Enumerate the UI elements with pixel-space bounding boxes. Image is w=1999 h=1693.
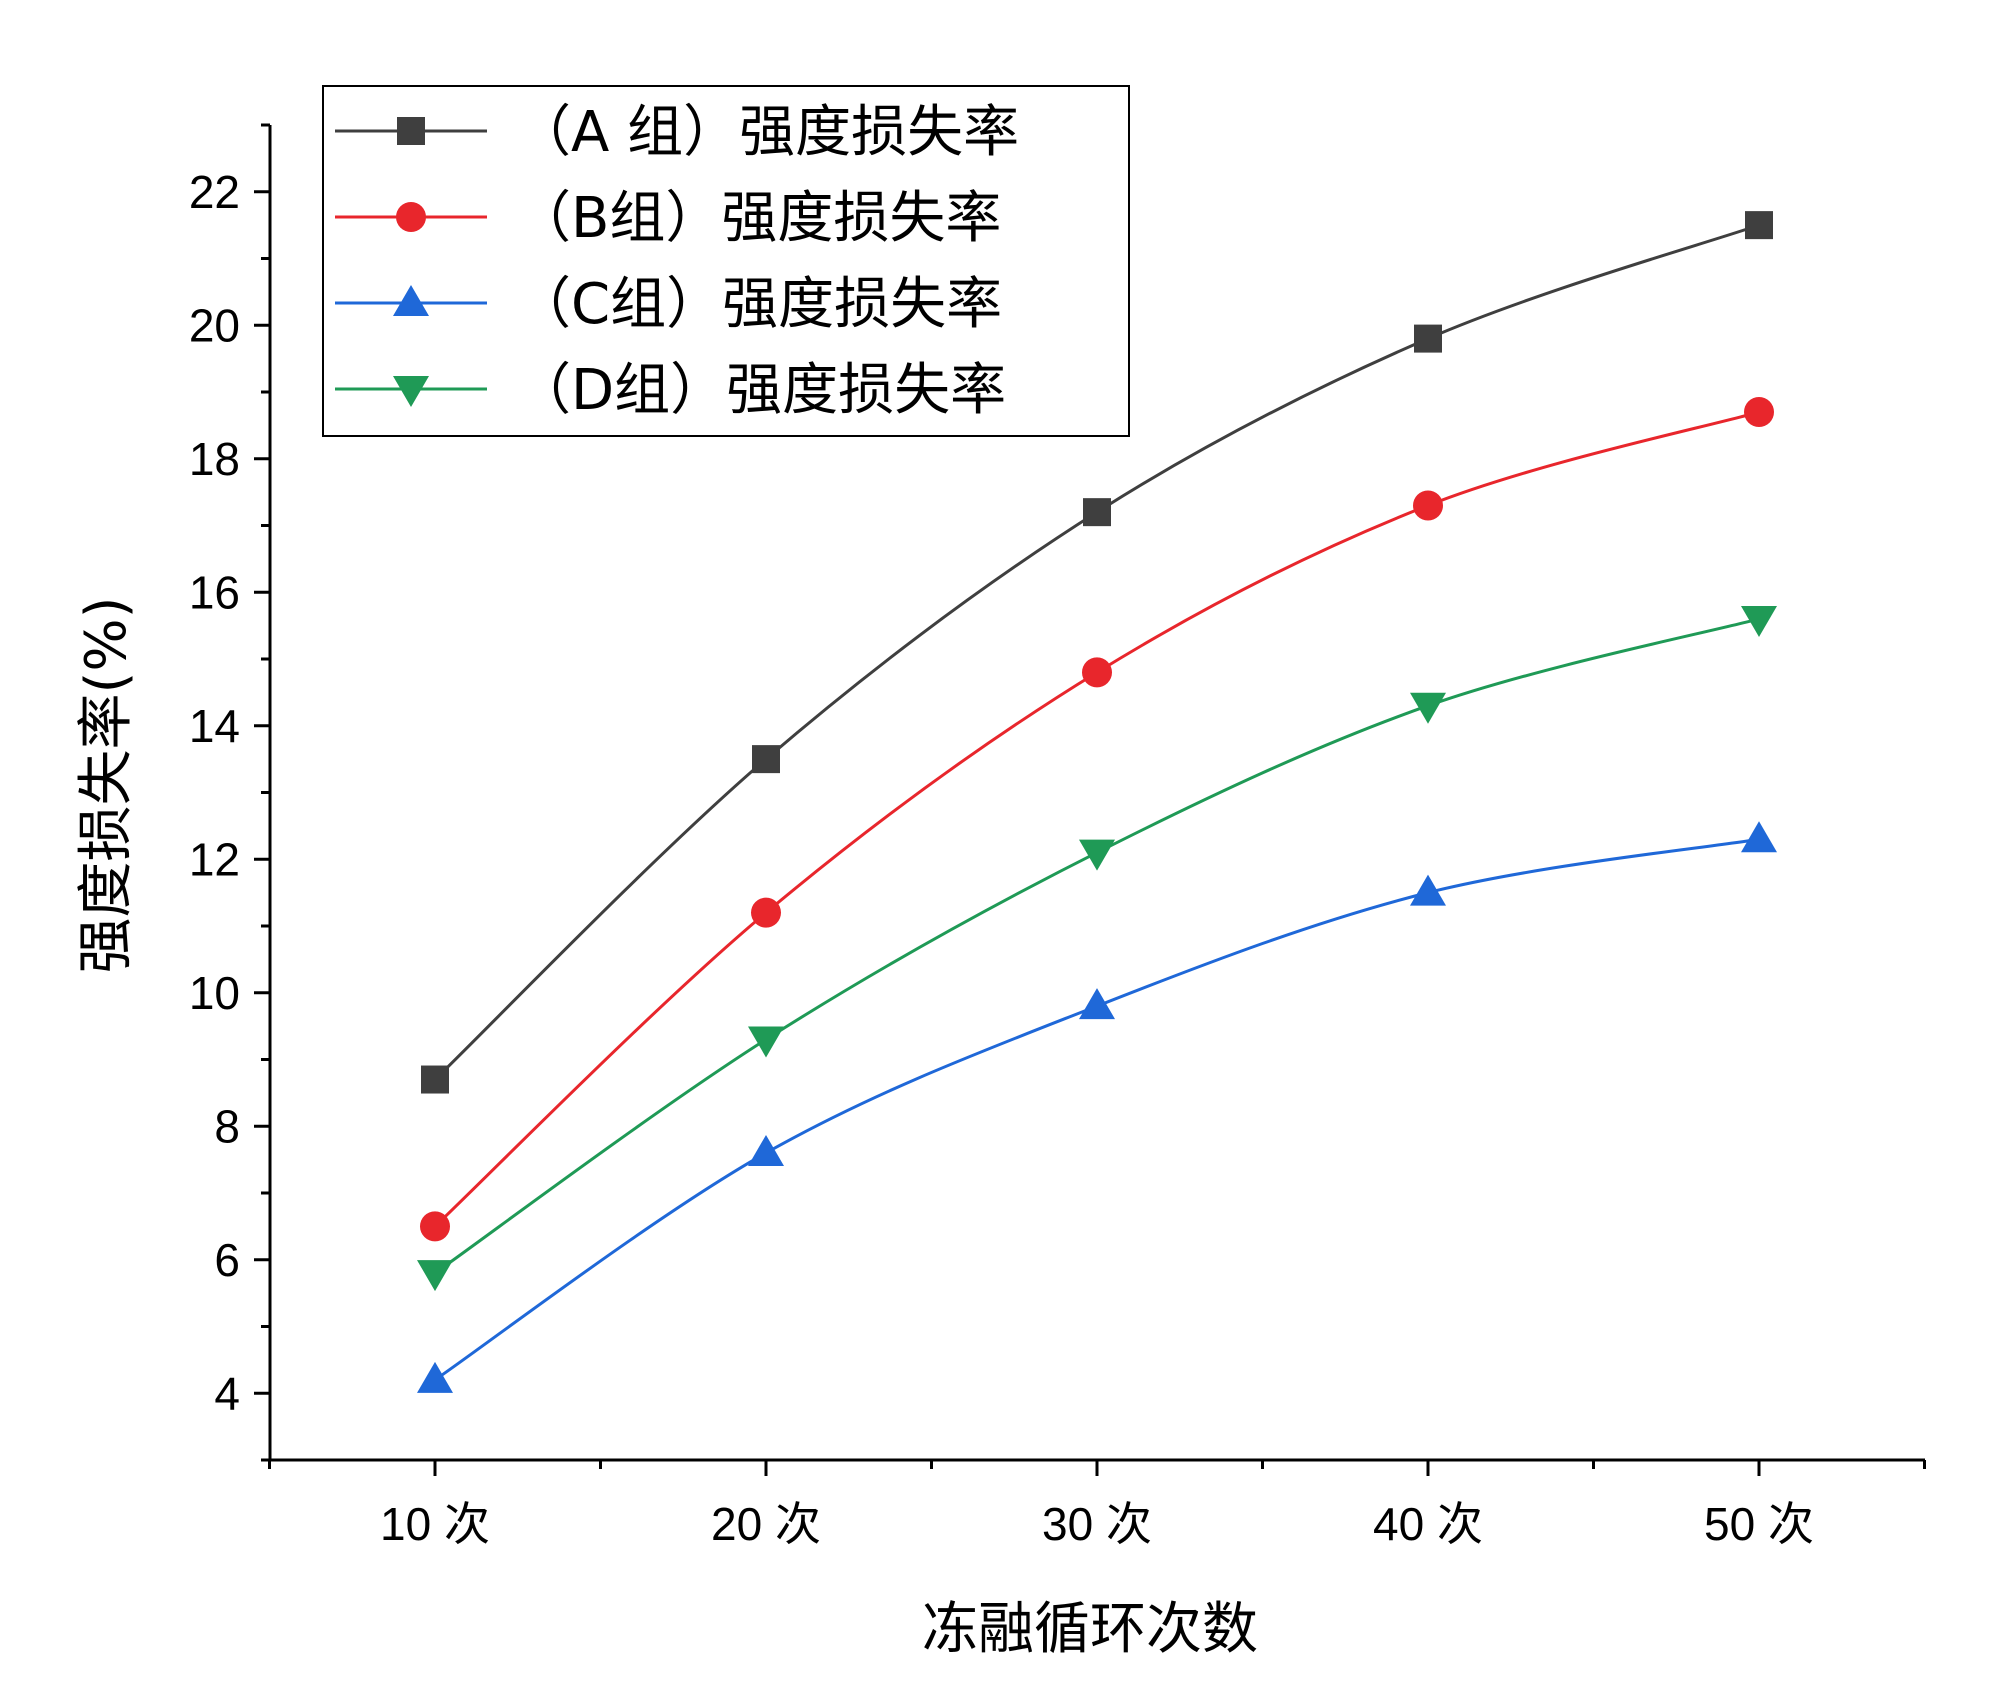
y-tick-label: 14 (189, 700, 240, 752)
y-tick-label: 6 (214, 1234, 240, 1286)
data-point (417, 1260, 453, 1292)
legend-label: （C组）强度损失率 (515, 272, 1002, 337)
legend-marker (396, 202, 426, 232)
y-tick-label: 20 (189, 299, 240, 351)
data-point (1410, 692, 1446, 724)
series-a (421, 211, 1773, 1094)
data-point (752, 745, 780, 774)
data-point (1413, 490, 1443, 521)
data-point (748, 1026, 784, 1058)
y-tick-label: 10 (189, 967, 240, 1019)
axes: 4 6 8 10 12 14 16 18 20 22 10 次 20 次 30 次 40 次 50 次 (189, 123, 1926, 1550)
series-line (434, 617, 1760, 1275)
series-layer (417, 211, 1777, 1393)
data-point (751, 897, 781, 928)
legend-label: （B组）强度损失率 (515, 186, 1001, 251)
data-point (417, 1361, 453, 1393)
data-point (1083, 498, 1111, 527)
y-tick-label: 22 (189, 166, 240, 218)
series-line (434, 837, 1760, 1382)
y-tick-label: 18 (189, 433, 240, 485)
legend-item: （C组）强度损失率 (335, 272, 1002, 337)
series-line (433, 223, 1760, 1081)
data-point (1079, 839, 1115, 871)
legend-item: （D组）强度损失率 (335, 358, 1006, 423)
legend: （A 组）强度损失率 （B组）强度损失率 （C组）强度损失率 （D组）强度损失率 (322, 85, 1130, 437)
y-tick-label: 16 (189, 566, 240, 618)
data-point (1741, 605, 1777, 637)
data-point (1745, 211, 1773, 240)
series-d (417, 605, 1777, 1292)
data-point (1414, 324, 1442, 353)
y-axis-title: 强度损失率(%) (74, 597, 139, 974)
data-point (1744, 397, 1774, 428)
x-tick-label: 20 次 (711, 1498, 821, 1550)
legend-item: （B组）强度损失率 (335, 186, 1001, 251)
data-point (1741, 821, 1777, 853)
legend-label: （D组）强度损失率 (515, 358, 1006, 423)
data-point (1079, 988, 1115, 1020)
x-tick-label: 10 次 (380, 1498, 490, 1550)
legend-item: （A 组）强度损失率 (335, 100, 1019, 165)
data-point (420, 1211, 450, 1242)
legend-marker (393, 285, 429, 316)
data-point (1082, 657, 1112, 688)
legend-label: （A 组）强度损失率 (515, 100, 1019, 165)
x-tick-label: 30 次 (1042, 1498, 1152, 1550)
data-point (421, 1065, 449, 1094)
x-tick-label: 40 次 (1373, 1498, 1483, 1550)
y-tick-label: 8 (214, 1100, 240, 1152)
data-point (748, 1134, 784, 1166)
y-tick-label: 12 (189, 833, 240, 885)
x-axis-title: 冻融循环次数 (922, 1597, 1258, 1662)
legend-marker (393, 376, 429, 407)
series-line (433, 410, 1760, 1228)
legend-marker (397, 117, 425, 145)
data-point (1410, 874, 1446, 906)
x-tick-label: 50 次 (1704, 1498, 1814, 1550)
series-c (417, 821, 1777, 1393)
legend-box (322, 85, 1130, 437)
y-tick-label: 4 (214, 1367, 240, 1419)
series-b (420, 397, 1774, 1242)
